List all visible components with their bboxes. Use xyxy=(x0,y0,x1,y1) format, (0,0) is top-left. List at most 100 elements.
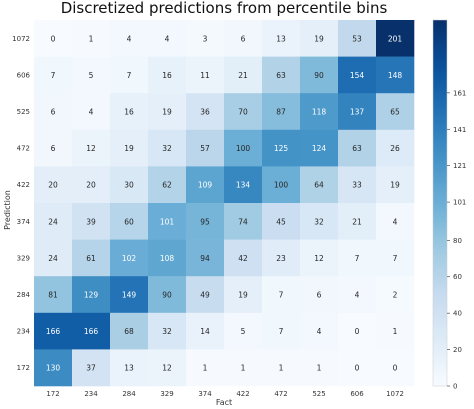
heatmap-cell xyxy=(186,239,225,277)
cell-value-label: 14 xyxy=(200,327,210,336)
cell-value-label: 42 xyxy=(238,254,248,263)
cell-value-label: 70 xyxy=(238,108,248,117)
cell-value-label: 5 xyxy=(89,71,94,80)
heatmap-cell xyxy=(224,93,263,131)
cell-value-label: 7 xyxy=(127,71,132,80)
colorbar-tick-label: 141 xyxy=(453,126,466,134)
y-tick-label: 172 xyxy=(17,364,30,372)
heatmap-cell xyxy=(72,349,111,387)
heatmap-cell xyxy=(262,276,301,314)
heatmap-cell xyxy=(34,276,73,314)
y-tick-label: 422 xyxy=(17,181,30,189)
cell-value-label: 109 xyxy=(198,181,213,190)
cell-value-label: 23 xyxy=(276,254,286,263)
heatmap-cell xyxy=(224,129,263,167)
heatmap-cell xyxy=(300,166,339,204)
heatmap-cell xyxy=(338,203,377,240)
cell-value-label: 148 xyxy=(388,71,403,80)
heatmap-cell xyxy=(262,312,301,350)
heatmap-cell xyxy=(300,349,339,387)
heatmap-cell xyxy=(376,276,415,314)
cell-value-label: 45 xyxy=(276,217,286,226)
heatmap-cell xyxy=(338,93,377,131)
heatmap-cell xyxy=(148,203,187,240)
cell-value-label: 53 xyxy=(352,34,362,43)
heatmap-cell xyxy=(72,276,111,314)
heatmap-cell xyxy=(224,349,263,387)
cell-value-label: 4 xyxy=(165,34,170,43)
cell-value-label: 7 xyxy=(51,71,56,80)
heatmap-cell xyxy=(300,276,339,314)
heatmap-cell xyxy=(224,166,263,204)
cell-value-label: 19 xyxy=(238,291,248,300)
colorbar-tick-label: 161 xyxy=(453,89,466,97)
cell-value-label: 20 xyxy=(48,181,58,190)
heatmap-cell xyxy=(224,20,263,57)
cell-value-label: 95 xyxy=(200,217,210,226)
cell-value-label: 74 xyxy=(238,217,248,226)
heatmap-cell xyxy=(338,312,377,350)
cell-value-label: 101 xyxy=(160,217,175,226)
cell-value-label: 19 xyxy=(390,181,400,190)
cell-value-label: 21 xyxy=(238,71,248,80)
heatmap-cell xyxy=(338,166,377,204)
heatmap-cell xyxy=(34,239,73,277)
heatmap-cell xyxy=(72,312,111,350)
heatmap-cell xyxy=(34,56,73,94)
cell-value-label: 21 xyxy=(352,217,362,226)
heatmap-cell xyxy=(376,203,415,240)
heatmap-cell xyxy=(300,129,339,167)
cell-value-label: 16 xyxy=(162,71,172,80)
heatmap-cell xyxy=(148,349,187,387)
cell-value-label: 154 xyxy=(350,71,365,80)
cell-value-label: 90 xyxy=(314,71,324,80)
heatmap-cell xyxy=(338,276,377,314)
cell-value-label: 63 xyxy=(276,71,286,80)
cell-value-label: 7 xyxy=(355,254,360,263)
cell-value-label: 57 xyxy=(200,144,210,153)
heatmap-cell xyxy=(376,56,415,94)
heatmap-cell xyxy=(376,20,415,57)
x-tick-label: 1072 xyxy=(386,390,404,398)
chart-title: Discretized predictions from percentile … xyxy=(61,0,388,17)
heatmap-cell xyxy=(186,93,225,131)
heatmap-cell xyxy=(186,166,225,204)
y-tick-label: 374 xyxy=(17,218,31,226)
x-tick-labels: 172 234 284 329 374 422 472 525 606 1072 xyxy=(46,390,404,398)
cell-value-label: 11 xyxy=(200,71,210,80)
colorbar-tick-label: 40 xyxy=(453,310,462,318)
cell-value-label: 81 xyxy=(48,291,58,300)
cell-value-label: 68 xyxy=(124,327,134,336)
x-tick-label: 606 xyxy=(350,390,364,398)
heatmap-cell xyxy=(262,20,301,57)
cell-value-label: 4 xyxy=(317,327,322,336)
heatmap-cell xyxy=(300,239,339,277)
colorbar-gradient xyxy=(432,19,448,387)
colorbar-tick-label: 80 xyxy=(453,237,462,245)
heatmap-cell xyxy=(262,166,301,204)
cell-value-label: 7 xyxy=(279,327,284,336)
cell-value-label: 49 xyxy=(200,291,210,300)
colorbar-tick-label: 0 xyxy=(453,383,457,391)
cell-value-label: 125 xyxy=(274,144,289,153)
heatmap-cell xyxy=(224,203,263,240)
cell-value-label: 1 xyxy=(279,364,284,373)
heatmap-cell xyxy=(262,349,301,387)
cell-value-label: 108 xyxy=(160,254,175,263)
heatmap-cell xyxy=(110,276,149,314)
cell-value-label: 137 xyxy=(350,108,365,117)
cell-value-label: 26 xyxy=(390,144,400,153)
cell-value-label: 7 xyxy=(393,254,398,263)
heatmap-cell xyxy=(72,93,111,131)
cell-value-label: 166 xyxy=(84,327,99,336)
heatmap-cell xyxy=(376,93,415,131)
cell-value-label: 0 xyxy=(393,364,398,373)
cell-value-label: 6 xyxy=(317,291,322,300)
heatmap-cell xyxy=(34,312,73,350)
heatmap-cell xyxy=(72,129,111,167)
cell-value-label: 62 xyxy=(162,181,172,190)
heatmap-cell xyxy=(186,276,225,314)
cell-value-label: 7 xyxy=(279,291,284,300)
